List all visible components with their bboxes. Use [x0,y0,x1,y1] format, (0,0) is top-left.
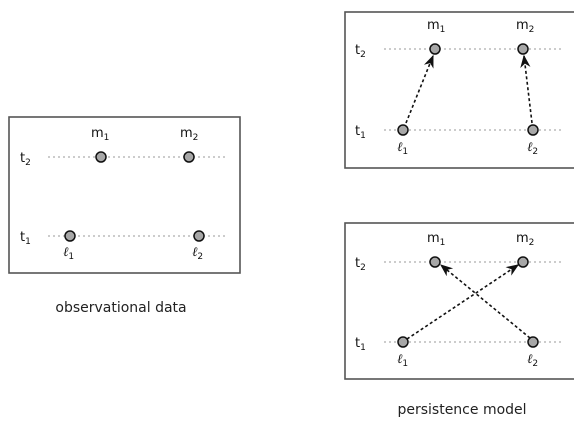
node-l1 [397,336,409,348]
node-m1 [95,151,107,163]
panel-persistence-top: t2 t1 m1 m2 ℓ1 ℓ2 [344,11,574,169]
edge-l1-to-m1 [405,54,434,124]
panel-frame [8,116,241,274]
l1-label: ℓ1 [397,140,408,157]
panel-persistence-bottom: t2 t1 m1 m2 ℓ1 ℓ2 [344,222,574,380]
node-m2 [517,43,529,55]
m2-label: m2 [516,231,534,248]
node-l2 [193,230,205,242]
m2-label: m2 [180,126,198,143]
node-m2 [183,151,195,163]
l2-label: ℓ2 [527,352,538,369]
t1-label: t1 [355,124,366,141]
m1-label: m1 [427,18,445,35]
panel-observational: t2 t1 m1 m2 ℓ1 ℓ2 observational data [8,116,241,316]
t1-label: t1 [20,230,31,247]
panel-frame [344,11,574,169]
node-m1 [429,43,441,55]
edge-l1-to-m2 [406,264,520,340]
m1-label: m1 [427,231,445,248]
panel-frame [344,222,574,380]
l2-label: ℓ2 [527,140,538,157]
caption-persistence: persistence model [397,402,526,418]
node-m2 [517,256,529,268]
l1-label: ℓ1 [397,352,408,369]
caption-observational: observational data [55,300,186,316]
node-m1 [429,256,441,268]
t2-label: t2 [20,151,31,168]
l2-label: ℓ2 [192,245,203,262]
edge-l2-to-m2 [520,54,533,124]
edge-l2-to-m1 [440,264,531,339]
node-l1 [64,230,76,242]
t2-label: t2 [355,43,366,60]
m2-label: m2 [516,18,534,35]
l1-label: ℓ1 [63,245,74,262]
node-l2 [527,336,539,348]
node-l2 [527,124,539,136]
t2-label: t2 [355,256,366,273]
node-l1 [397,124,409,136]
t1-label: t1 [355,336,366,353]
m1-label: m1 [91,126,109,143]
